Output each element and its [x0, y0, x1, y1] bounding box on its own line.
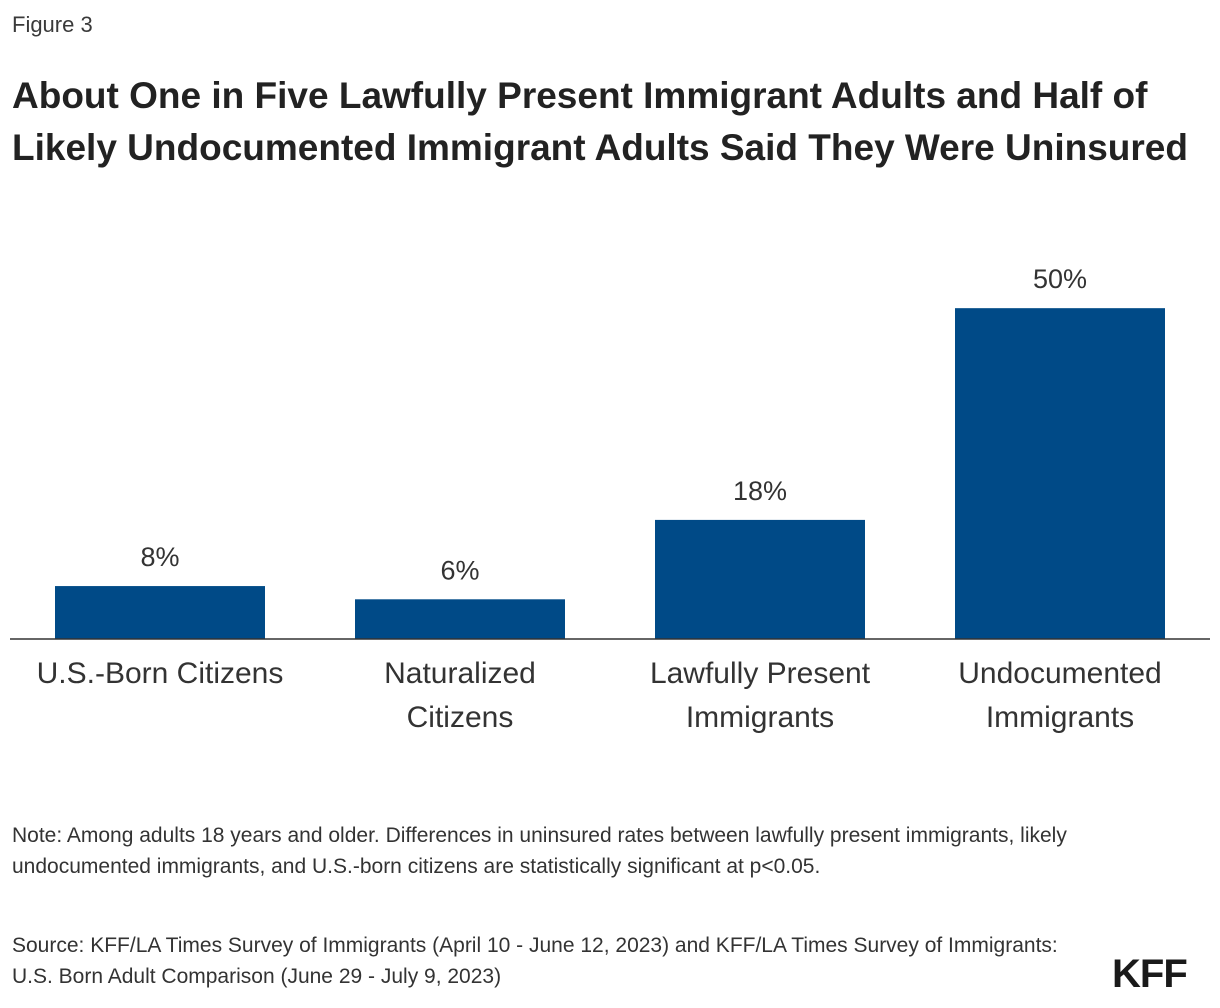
data-label-1: 6% — [440, 555, 479, 585]
category-label-3: Undocumented — [958, 657, 1161, 690]
bar-chart: 8% U.S.-Born Citizens 6% Naturalized Citizen… — [10, 264, 1210, 734]
chart-note: Note: Among adults 18 years and older. D… — [12, 824, 1067, 878]
category-label-0: U.S.-Born Citizens — [37, 657, 284, 690]
bar-1 — [355, 599, 565, 639]
bar-3 — [955, 308, 1165, 639]
chart-source: Source: KFF/LA Times Survey of Immigrant… — [12, 934, 1058, 988]
category-label-2: Lawfully Present — [650, 657, 871, 690]
bar-2 — [655, 519, 865, 639]
data-label-2: 18% — [733, 476, 787, 506]
data-label-0: 8% — [140, 542, 179, 572]
category-label-1: Naturalized — [384, 657, 536, 690]
data-label-3: 50% — [1033, 264, 1087, 294]
chart-title: About One in Five Lawfully Present Immig… — [12, 75, 1188, 168]
figure-label: Figure 3 — [12, 12, 93, 37]
category-label-2: Immigrants — [686, 701, 834, 734]
kff-logo: KFF — [1112, 952, 1188, 996]
category-label-1: Citizens — [407, 701, 514, 734]
category-label-3: Immigrants — [986, 701, 1134, 734]
bar-0 — [55, 586, 265, 639]
